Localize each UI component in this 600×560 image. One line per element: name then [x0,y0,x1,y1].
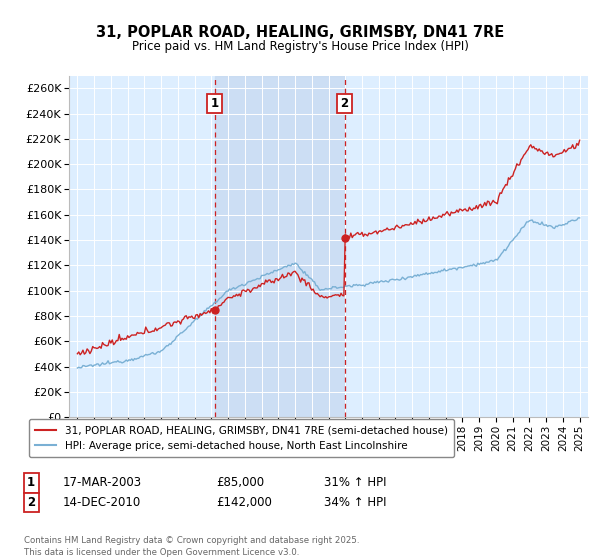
Text: 17-MAR-2003: 17-MAR-2003 [63,476,142,489]
Text: £85,000: £85,000 [216,476,264,489]
Text: 14-DEC-2010: 14-DEC-2010 [63,496,141,509]
Text: 34% ↑ HPI: 34% ↑ HPI [324,496,386,509]
Text: 1: 1 [211,97,219,110]
Text: 2: 2 [27,496,35,509]
Text: 31% ↑ HPI: 31% ↑ HPI [324,476,386,489]
Bar [215,76,344,417]
Text: £142,000: £142,000 [216,496,272,509]
Legend: 31, POPLAR ROAD, HEALING, GRIMSBY, DN41 7RE (semi-detached house), HPI: Average : 31, POPLAR ROAD, HEALING, GRIMSBY, DN41 … [29,419,454,457]
Text: Contains HM Land Registry data © Crown copyright and database right 2025.
This d: Contains HM Land Registry data © Crown c… [24,536,359,557]
Text: 31, POPLAR ROAD, HEALING, GRIMSBY, DN41 7RE: 31, POPLAR ROAD, HEALING, GRIMSBY, DN41 … [96,25,504,40]
Text: Price paid vs. HM Land Registry's House Price Index (HPI): Price paid vs. HM Land Registry's House … [131,40,469,53]
Text: 2: 2 [341,97,349,110]
Text: 1: 1 [27,476,35,489]
